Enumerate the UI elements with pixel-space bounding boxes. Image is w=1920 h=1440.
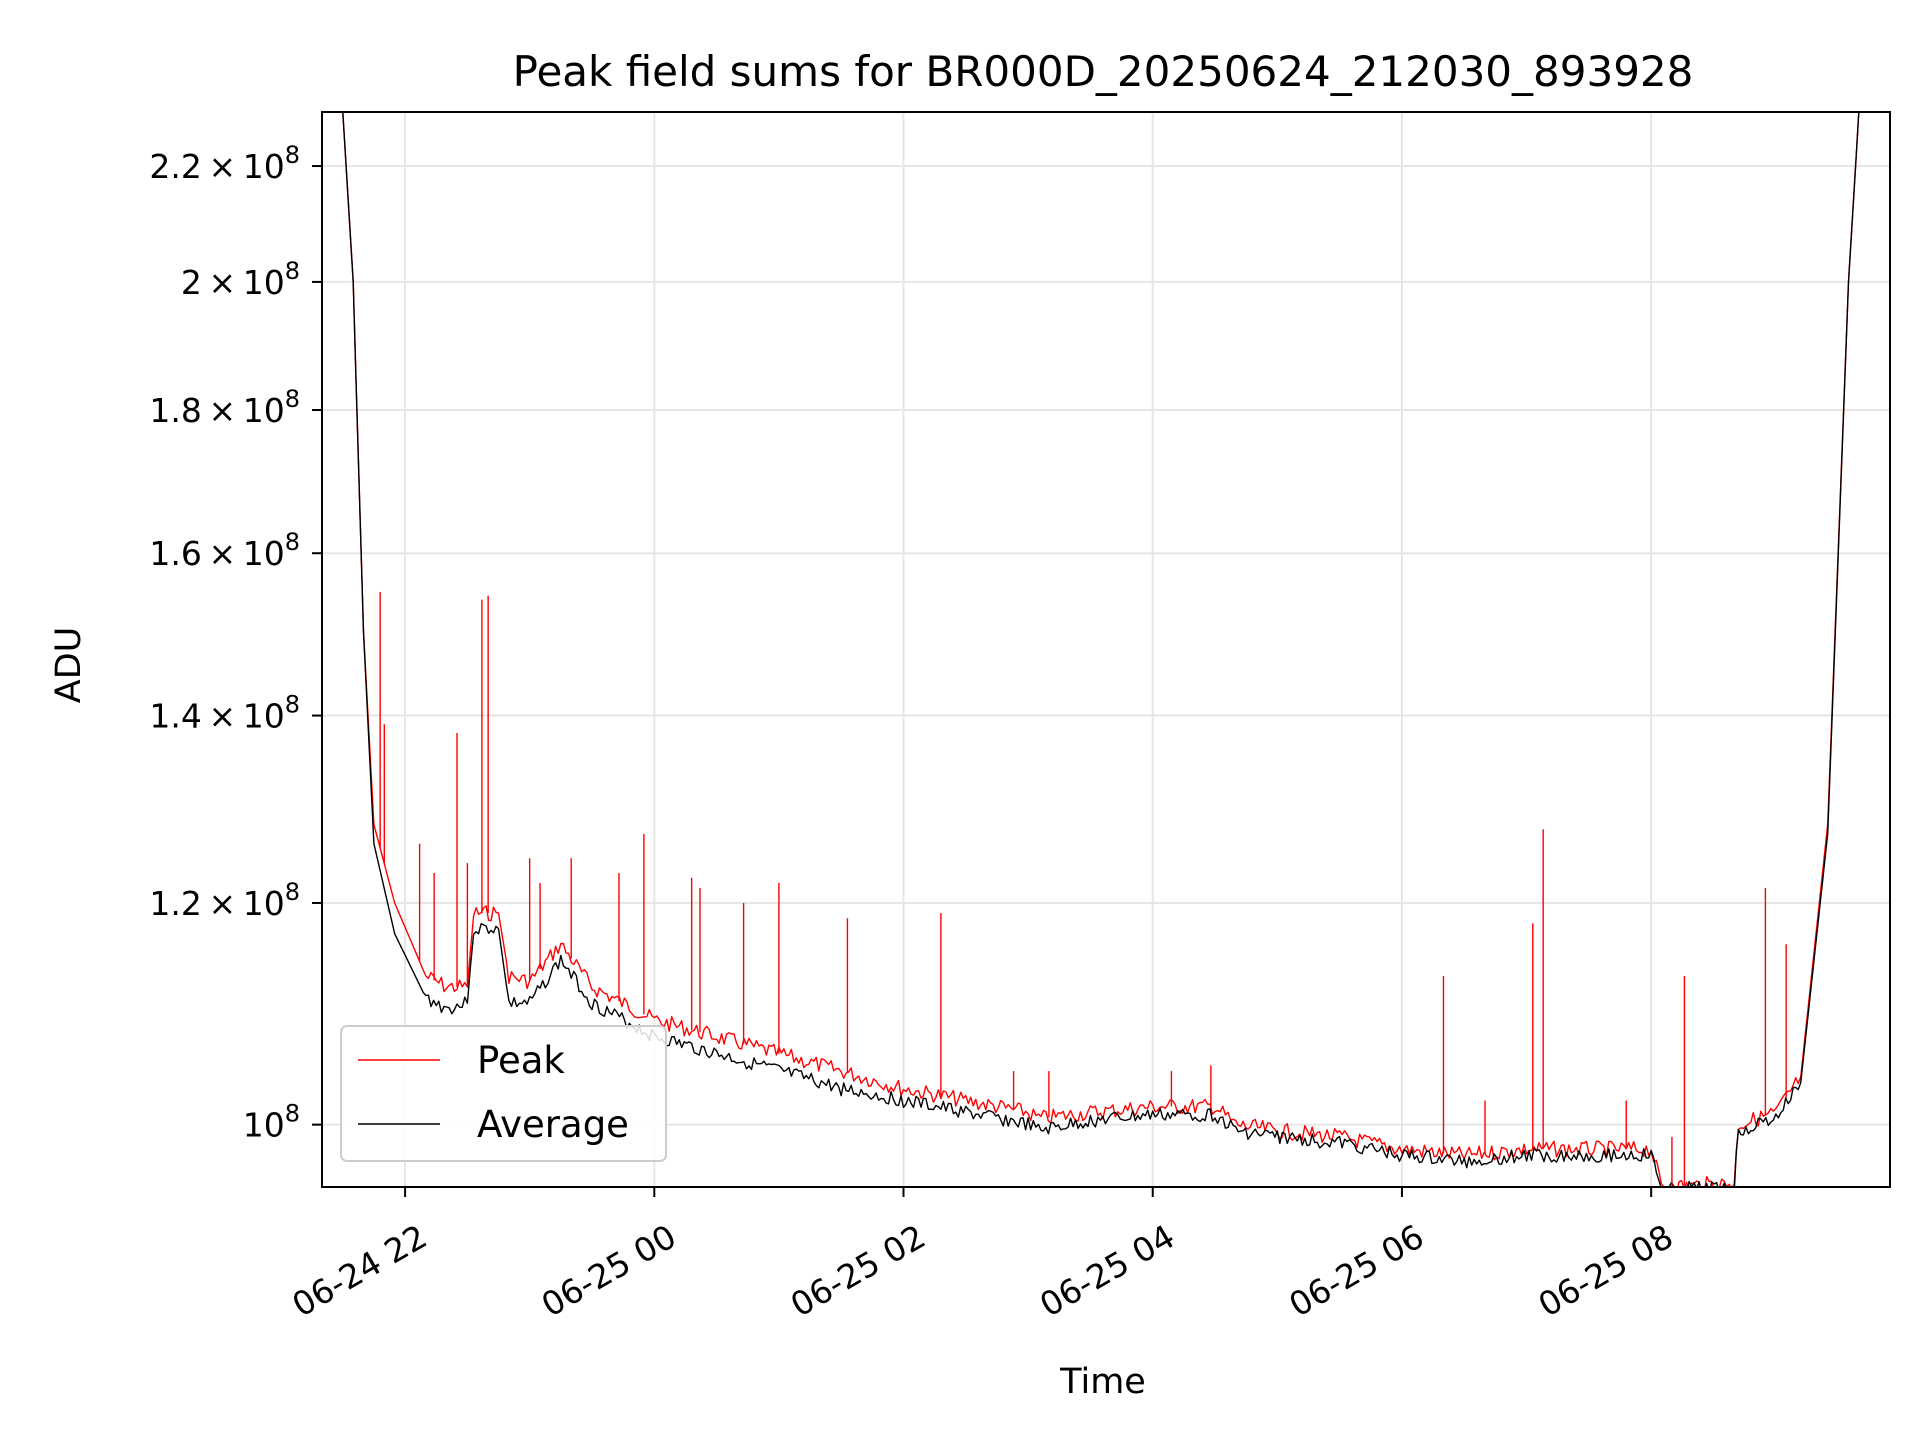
series-average-line [342,112,1860,1187]
y-tick-label: 1.6 × 108 [149,528,300,573]
grid [322,112,1890,1187]
legend-label-peak: Peak [477,1039,565,1082]
y-axis-label: ADU [49,627,89,704]
legend-label-average: Average [477,1103,629,1146]
series-layer [342,112,1860,1187]
y-tick-label: 1.2 × 108 [149,878,300,923]
series-peak-line [342,112,1860,1187]
y-tick-label: 2.2 × 108 [149,141,300,186]
chart-title: Peak field sums for BR000D_20250624_2120… [513,47,1694,96]
y-tick-label: 2 × 108 [181,257,300,302]
plot-frame [321,111,1891,1188]
y-tick-label: 1.8 × 108 [149,385,300,430]
y-tick-label: 1.4 × 108 [149,691,300,736]
x-axis-label: Time [1059,1362,1146,1402]
legend: Peak Average [340,1025,667,1162]
